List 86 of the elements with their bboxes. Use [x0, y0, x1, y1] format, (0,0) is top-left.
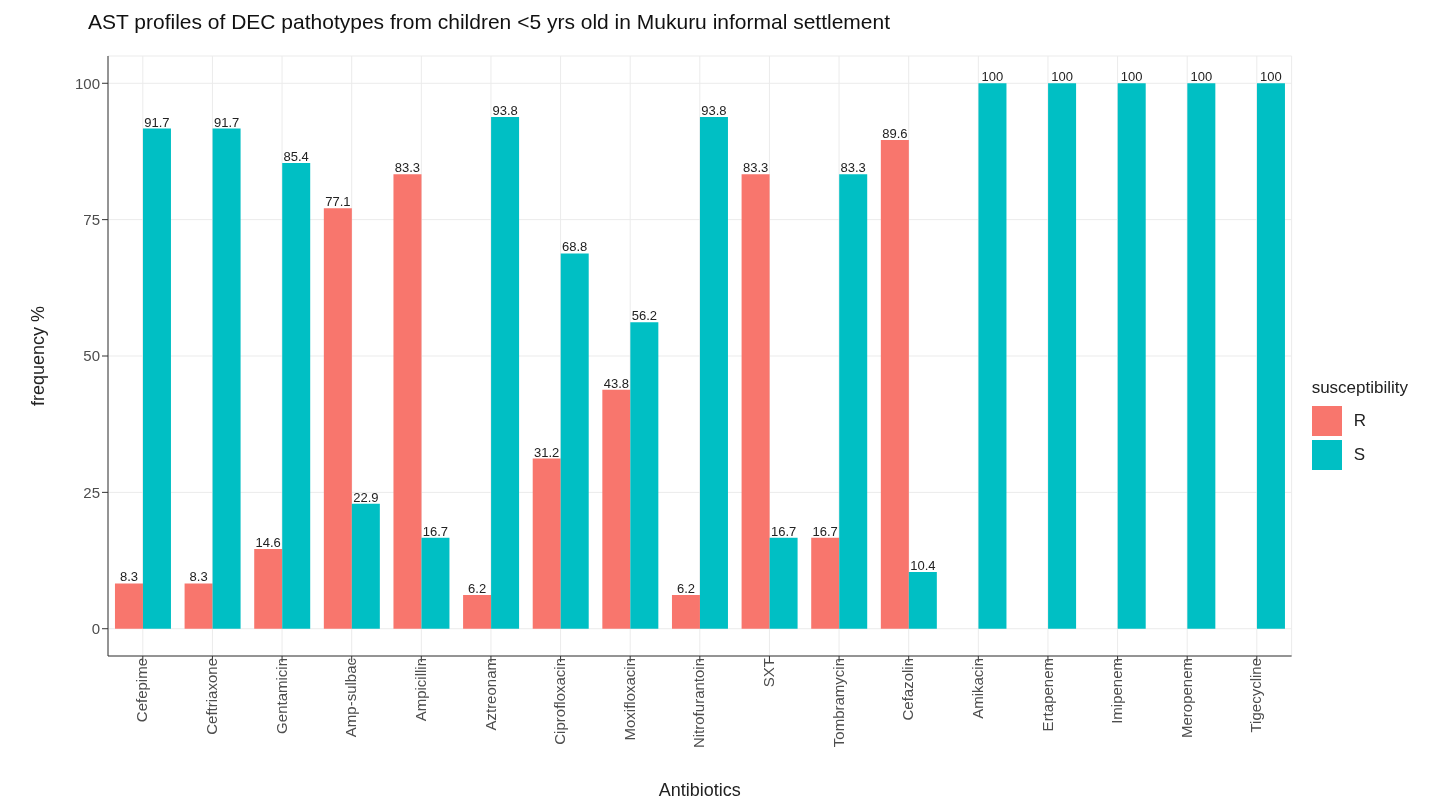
bar: [769, 537, 798, 629]
x-tick-label: Ertapenem: [1038, 658, 1056, 732]
bar: [463, 594, 492, 629]
data-label: 93.8: [492, 103, 518, 119]
bar: [323, 208, 352, 629]
legend-label: R: [1353, 411, 1366, 431]
bar: [839, 174, 868, 629]
bar: [491, 117, 520, 629]
data-label: 43.8: [603, 375, 629, 391]
data-label: 16.7: [812, 523, 838, 539]
bar: [282, 162, 311, 629]
x-tick-label: Amp-sulbac: [342, 657, 360, 738]
bar: [1187, 83, 1216, 629]
data-label: 89.6: [882, 126, 908, 141]
data-label: 6.2: [468, 580, 487, 596]
x-tick-label: Tombramycin: [829, 658, 847, 748]
bar: [421, 537, 450, 629]
data-label: 100: [981, 69, 1004, 85]
x-tick-label: Amikacin: [968, 658, 986, 719]
y-tick-label: 75: [83, 210, 100, 228]
data-label: 85.4: [283, 148, 309, 164]
x-tick-label: Meropenem: [1177, 658, 1195, 739]
x-tick-label: SXT: [760, 658, 778, 688]
bar: [532, 458, 561, 629]
bar: [741, 174, 770, 629]
x-tick-label: Aztreonam: [481, 658, 499, 731]
bar: [114, 583, 143, 629]
bar: [1117, 83, 1146, 629]
x-tick-label: Nitrofurantoin: [690, 658, 708, 749]
bar: [1256, 83, 1285, 629]
bar: [630, 322, 659, 629]
legend-title: susceptibility: [1311, 378, 1408, 398]
data-label: 93.8: [701, 103, 727, 119]
bar: [393, 174, 422, 629]
bar: [671, 594, 700, 629]
bar: [212, 128, 241, 629]
data-label: 77.1: [325, 194, 351, 210]
x-axis-title: Antibiotics: [658, 780, 741, 800]
legend-label: S: [1353, 445, 1365, 465]
data-label: 6.2: [676, 580, 695, 596]
data-label: 31.2: [534, 444, 560, 460]
x-tick-label: Cefazolin: [899, 658, 917, 721]
data-label: 83.3: [742, 160, 769, 176]
bar: [560, 253, 589, 629]
y-axis-title: frequency %: [28, 305, 49, 407]
data-label: 100: [1051, 69, 1073, 85]
data-label: 10.4: [910, 558, 936, 573]
bar: [811, 537, 840, 629]
x-tick-label: Ampicillin: [411, 658, 429, 722]
data-label: 8.3: [189, 569, 208, 585]
bar: [908, 572, 937, 629]
data-label: 22.9: [353, 489, 379, 505]
bar: [1048, 83, 1077, 629]
data-label: 100: [1190, 69, 1213, 85]
y-tick-label: 50: [83, 347, 100, 365]
bar: [978, 83, 1007, 629]
x-tick-label: Tigecycline: [1247, 658, 1265, 733]
y-tick-label: 0: [91, 620, 100, 638]
y-tick-label: 100: [74, 74, 100, 92]
data-label: 56.2: [631, 308, 657, 324]
x-tick-label: Gentamicin: [272, 658, 290, 734]
bar: [184, 583, 213, 629]
data-label: 16.7: [770, 523, 797, 539]
data-label: 83.3: [840, 160, 866, 176]
chart-title: AST profiles of DEC pathotypes from children <5 yrs old in Mukuru informal settlement: [87, 9, 892, 35]
x-tick-label: Moxifloxacin: [620, 658, 638, 741]
data-label: 68.8: [562, 239, 588, 255]
data-label: 91.7: [144, 114, 170, 130]
bar: [142, 128, 171, 629]
bar: [351, 503, 380, 629]
x-tick-label: Cefepime: [133, 658, 151, 723]
data-label: 16.7: [422, 523, 449, 539]
data-label: 83.3: [394, 160, 421, 176]
x-tick-label: Imipenem: [1108, 658, 1126, 724]
x-tick-label: Ceftriaxone: [203, 658, 221, 735]
data-label: 14.6: [255, 535, 281, 551]
bar: [602, 389, 631, 629]
bar: [880, 140, 909, 629]
bar: [254, 549, 283, 629]
data-label: 100: [1260, 69, 1282, 85]
y-tick-label: 25: [83, 483, 100, 501]
x-tick-label: Ciprofloxacin: [551, 658, 569, 745]
data-label: 8.3: [119, 569, 138, 585]
data-label: 91.7: [213, 114, 240, 130]
data-label: 100: [1120, 69, 1143, 85]
bar: [699, 117, 728, 629]
